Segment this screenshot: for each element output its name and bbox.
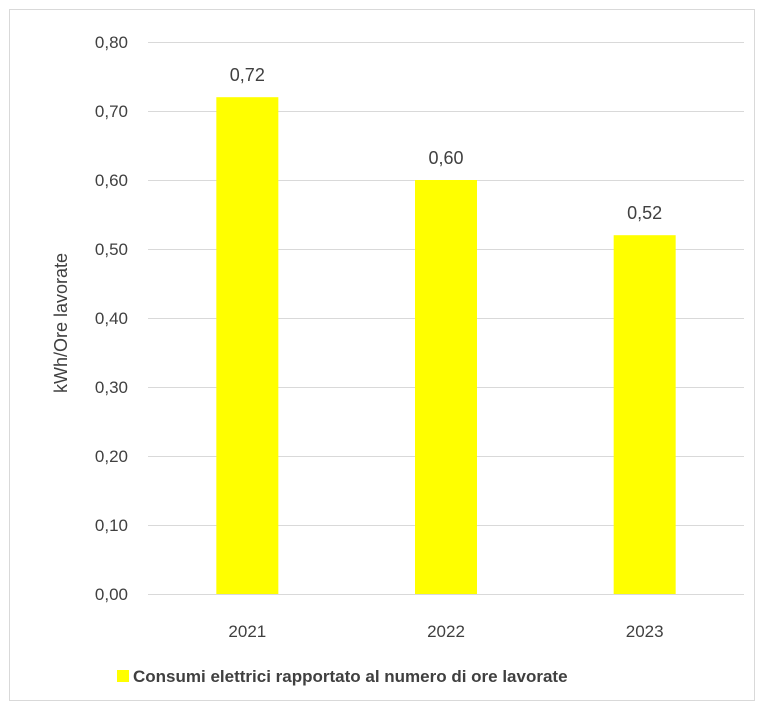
legend-label: Consumi elettrici rapportato al numero d… xyxy=(133,667,568,686)
legend-swatch xyxy=(117,670,129,682)
data-label-2023: 0,52 xyxy=(627,203,662,223)
y-tick-label: 0,00 xyxy=(95,585,128,604)
bar-2021 xyxy=(216,97,279,594)
y-tick-label: 0,30 xyxy=(95,378,128,397)
y-tick-label: 0,80 xyxy=(95,33,128,52)
data-label-2021: 0,72 xyxy=(230,65,265,85)
data-label-2022: 0,60 xyxy=(428,148,463,168)
y-tick-label: 0,60 xyxy=(95,171,128,190)
bar-2023 xyxy=(613,235,676,594)
legend: Consumi elettrici rapportato al numero d… xyxy=(117,667,568,686)
x-tick-label-2023: 2023 xyxy=(626,622,664,641)
x-tick-label-2021: 2021 xyxy=(228,622,266,641)
x-axis-tick-labels: 2021 2022 2023 xyxy=(228,622,663,641)
x-tick-label-2022: 2022 xyxy=(427,622,465,641)
data-labels: 0,72 0,60 0,52 xyxy=(230,65,662,223)
bar-2022 xyxy=(415,180,477,594)
y-tick-label: 0,50 xyxy=(95,240,128,259)
y-tick-label: 0,10 xyxy=(95,516,128,535)
bars xyxy=(216,97,676,594)
y-axis-tick-labels: 0,00 0,10 0,20 0,30 0,40 0,50 0,60 0,70 0,80 xyxy=(95,33,128,604)
y-axis-title: kWh/Ore lavorate xyxy=(51,253,71,393)
y-tick-label: 0,20 xyxy=(95,447,128,466)
y-tick-label: 0,70 xyxy=(95,102,128,121)
y-tick-label: 0,40 xyxy=(95,309,128,328)
